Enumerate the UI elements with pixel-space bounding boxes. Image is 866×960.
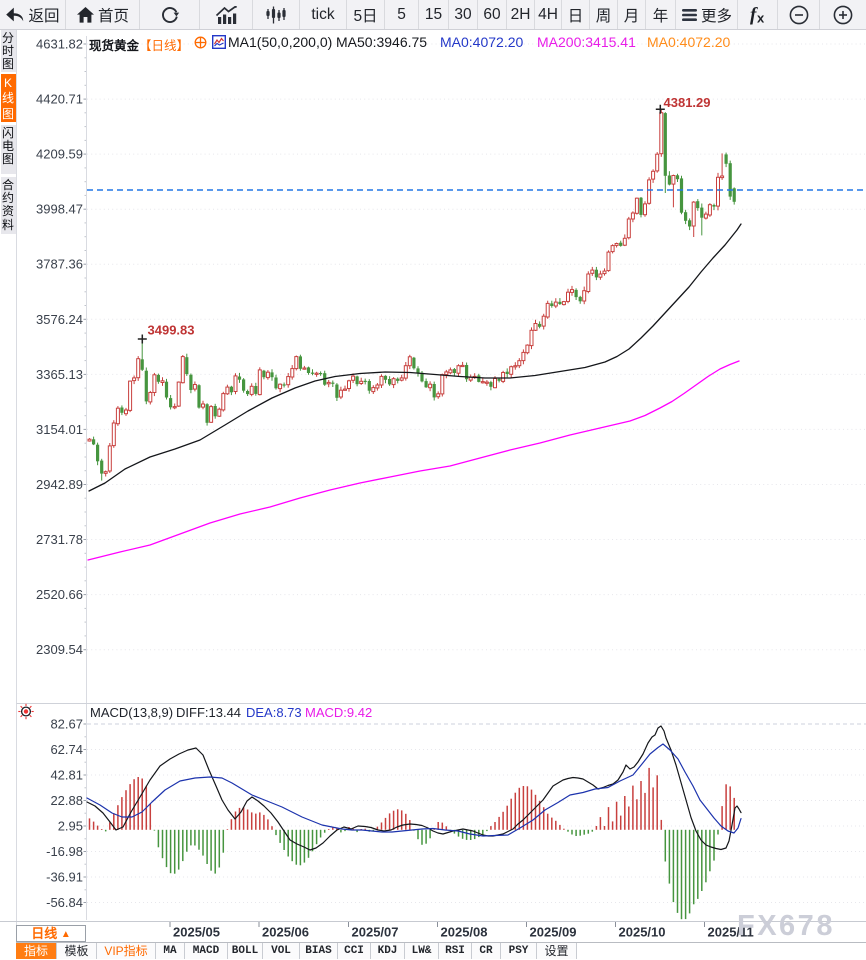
svg-text:4209.59: 4209.59 (36, 147, 83, 162)
svg-text:2025/08: 2025/08 (441, 925, 488, 940)
svg-text:4381.29: 4381.29 (664, 95, 711, 110)
svg-text:2731.78: 2731.78 (36, 532, 83, 547)
svg-text:-16.98: -16.98 (46, 844, 83, 859)
svg-text:2025/07: 2025/07 (352, 925, 399, 940)
svg-text:4420.71: 4420.71 (36, 92, 83, 107)
svg-text:f: f (750, 4, 758, 25)
svg-text:62.74: 62.74 (50, 742, 83, 757)
svg-text:3154.01: 3154.01 (36, 422, 83, 437)
svg-text:82.67: 82.67 (50, 717, 83, 732)
svg-text:2520.66: 2520.66 (36, 587, 83, 602)
svg-text:-36.91: -36.91 (46, 870, 83, 885)
svg-text:3365.13: 3365.13 (36, 367, 83, 382)
svg-text:FX678: FX678 (737, 910, 835, 942)
svg-text:2.95: 2.95 (58, 819, 83, 834)
svg-text:3499.83: 3499.83 (148, 323, 195, 338)
svg-text:42.81: 42.81 (50, 768, 83, 783)
svg-text:-56.84: -56.84 (46, 895, 83, 910)
svg-text:2942.89: 2942.89 (36, 477, 83, 492)
svg-text:2025/09: 2025/09 (530, 925, 577, 940)
svg-text:3787.36: 3787.36 (36, 257, 83, 272)
svg-text:3998.47: 3998.47 (36, 202, 83, 217)
svg-text:2025/11: 2025/11 (708, 925, 754, 940)
svg-text:3576.24: 3576.24 (36, 312, 83, 327)
svg-text:2025/10: 2025/10 (619, 925, 666, 940)
svg-text:4631.82: 4631.82 (36, 37, 83, 52)
svg-text:2025/06: 2025/06 (262, 925, 309, 940)
svg-text:2025/05: 2025/05 (173, 925, 220, 940)
svg-text:2309.54: 2309.54 (36, 642, 83, 657)
svg-text:22.88: 22.88 (50, 793, 83, 808)
svg-text:x: x (757, 10, 765, 25)
